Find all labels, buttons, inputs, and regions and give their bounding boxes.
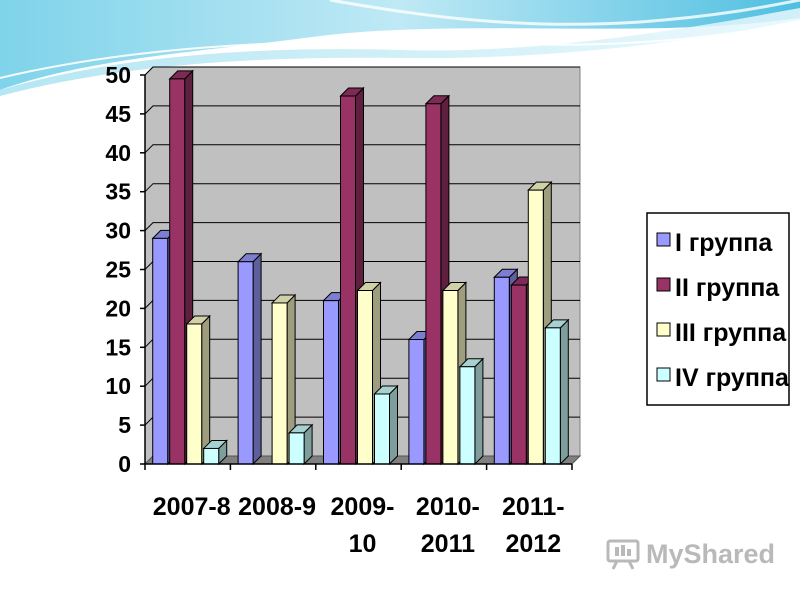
y-tick-label: 40 <box>105 140 131 166</box>
legend-item: III группа <box>656 319 787 347</box>
watermark-text: MyShared <box>646 538 776 569</box>
bar <box>373 384 399 466</box>
legend-label: II группа <box>675 274 780 302</box>
bar <box>236 252 263 466</box>
legend-swatch <box>656 367 671 382</box>
bar <box>287 423 314 466</box>
legend-box <box>646 212 790 406</box>
x-tick-label: 2008-9 <box>238 493 316 521</box>
y-tick-label: 50 <box>105 62 131 88</box>
x-tick-label: 2009-10 <box>331 493 395 558</box>
legend-label: III группа <box>675 319 787 347</box>
y-tick-label: 25 <box>105 257 131 283</box>
legend-label: IV группа <box>675 364 790 392</box>
y-tick-label: 45 <box>105 101 131 127</box>
legend-item: IV группа <box>656 364 790 392</box>
legend-swatch <box>656 277 671 292</box>
legend-swatch <box>656 232 671 247</box>
watermark-logo: MyShared <box>606 536 775 572</box>
y-tick-label: 35 <box>105 179 131 205</box>
y-tick-label: 10 <box>105 373 131 399</box>
x-tick-label: 2010-2011 <box>416 493 480 558</box>
bar <box>544 318 570 466</box>
x-tick-label: 2007-8 <box>153 493 231 521</box>
y-tick-label: 0 <box>118 451 131 477</box>
presentation-board-icon <box>606 539 640 570</box>
bar <box>458 357 485 466</box>
axes-layer: 0 5 10 15 20 25 30 35 40 45 50 2007-8 2008-9 2009-10 2… <box>105 62 573 558</box>
series-2 <box>168 69 536 466</box>
x-tick-label: 2011-2012 <box>502 493 565 558</box>
y-tick-label: 15 <box>105 334 131 360</box>
legend-item: II группа <box>656 274 780 302</box>
slide-header-decoration <box>0 0 800 96</box>
bar <box>185 314 211 466</box>
series-4 <box>202 318 570 466</box>
y-tick-label: 30 <box>105 218 131 244</box>
bars-layer <box>151 69 570 466</box>
legend: I группа II группа III группа IV группа <box>646 212 790 406</box>
gridline <box>144 66 580 76</box>
legend-item: I группа <box>656 229 773 257</box>
legend-swatch <box>656 322 671 337</box>
legend-label: I группа <box>675 229 773 257</box>
y-tick-label: 5 <box>118 412 131 438</box>
bar <box>270 293 297 466</box>
y-tick-label: 20 <box>105 295 131 321</box>
